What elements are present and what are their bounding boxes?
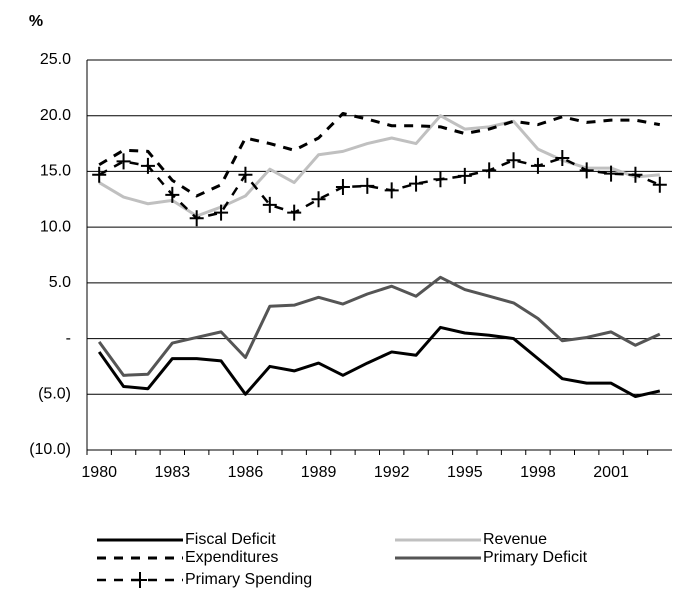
plus-marker — [92, 166, 107, 183]
series-line — [98, 111, 661, 198]
series-line — [97, 325, 661, 399]
legend-label: Expenditures — [185, 549, 278, 566]
plus-marker — [628, 166, 643, 183]
plus-marker — [482, 162, 497, 179]
legend-label: Primary Deficit — [483, 549, 588, 566]
legend-marker — [133, 572, 147, 588]
plus-marker — [579, 162, 594, 179]
plus-marker — [214, 204, 229, 221]
legend-label: Primary Spending — [185, 571, 312, 588]
y-tick-label: (10.0) — [29, 441, 71, 458]
plus-marker — [360, 177, 375, 194]
plus-marker — [287, 204, 302, 221]
series-line — [97, 275, 661, 377]
x-tick-label: 1995 — [447, 464, 483, 481]
plus-marker — [262, 196, 277, 213]
legend-label: Fiscal Deficit — [185, 531, 276, 548]
plus-marker — [530, 157, 545, 174]
y-tick-label: 5.0 — [49, 274, 71, 291]
plus-marker — [409, 175, 424, 192]
y-tick-label: (5.0) — [38, 386, 71, 403]
plus-marker — [238, 166, 253, 183]
legend-label: Revenue — [483, 531, 547, 548]
plus-marker — [189, 210, 204, 227]
plus-marker — [116, 153, 131, 170]
plus-marker — [165, 186, 180, 203]
plus-marker — [335, 179, 350, 196]
y-tick-label: - — [66, 330, 71, 347]
plus-marker — [311, 191, 326, 208]
plus-marker — [457, 167, 472, 184]
plus-marker — [652, 176, 667, 193]
plus-marker — [384, 182, 399, 199]
x-tick-label: 1989 — [301, 464, 337, 481]
y-tick-label: 10.0 — [40, 218, 71, 235]
x-tick-label: 1986 — [228, 464, 264, 481]
y-tick-label: 25.0 — [40, 51, 71, 68]
plus-marker — [433, 171, 448, 188]
x-tick-label: 1980 — [81, 464, 117, 481]
plus-marker — [140, 157, 155, 174]
x-tick-label: 1992 — [374, 464, 410, 481]
series-line — [98, 156, 661, 220]
y-axis-title: % — [29, 13, 43, 30]
x-tick-label: 2001 — [593, 464, 629, 481]
y-tick-label: 20.0 — [40, 107, 71, 124]
series-line — [98, 114, 660, 218]
x-tick-label: 1998 — [520, 464, 556, 481]
plus-marker — [506, 152, 521, 169]
plus-marker — [555, 150, 570, 167]
plus-marker — [604, 165, 619, 182]
y-tick-label: 15.0 — [40, 163, 71, 180]
x-tick-label: 1983 — [155, 464, 191, 481]
